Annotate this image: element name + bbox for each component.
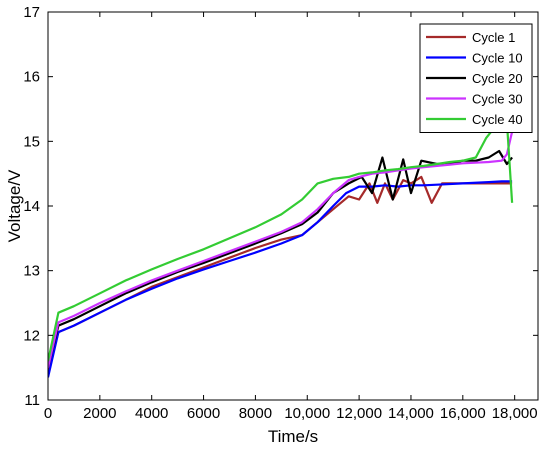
x-tick-label: 2000	[83, 405, 116, 422]
x-axis-label: Time/s	[268, 427, 318, 446]
legend-label: Cycle 10	[472, 51, 523, 66]
x-tick-label: 14,000	[388, 405, 434, 422]
series-line-1	[48, 175, 513, 372]
y-tick-label: 16	[23, 69, 40, 86]
legend-label: Cycle 40	[472, 112, 523, 127]
legend-label: Cycle 20	[472, 71, 523, 86]
plot-area	[48, 104, 514, 378]
series-line-2	[48, 180, 513, 378]
y-tick-label: 15	[23, 133, 40, 150]
x-tick-label: 0	[44, 405, 52, 422]
x-tick-label: 8000	[239, 405, 272, 422]
series-line-5	[48, 104, 514, 362]
y-tick-label: 14	[23, 198, 40, 215]
x-tick-label: 12,000	[336, 405, 382, 422]
x-tick-label: 18,000	[492, 405, 538, 422]
series-line-4	[48, 131, 514, 368]
legend-label: Cycle 30	[472, 92, 523, 107]
y-tick-label: 17	[23, 4, 40, 21]
x-tick-label: 6000	[187, 405, 220, 422]
y-tick-label: 13	[23, 263, 40, 280]
x-tick-label: 10,000	[284, 405, 330, 422]
y-tick-label: 12	[23, 327, 40, 344]
axes: 0 2000 4000 6000 8000 10,000 12,000 14,000 16,00…	[23, 4, 539, 422]
legend-label: Cycle 1	[472, 30, 515, 45]
x-tick-label: 16,000	[440, 405, 486, 422]
y-axis-label: Voltage/V	[5, 169, 24, 242]
y-tick-label: 11	[24, 392, 40, 409]
x-tick-label: 4000	[135, 405, 168, 422]
legend: Cycle 1 Cycle 10 Cycle 20 Cycle 30 Cycle 40	[419, 23, 533, 133]
